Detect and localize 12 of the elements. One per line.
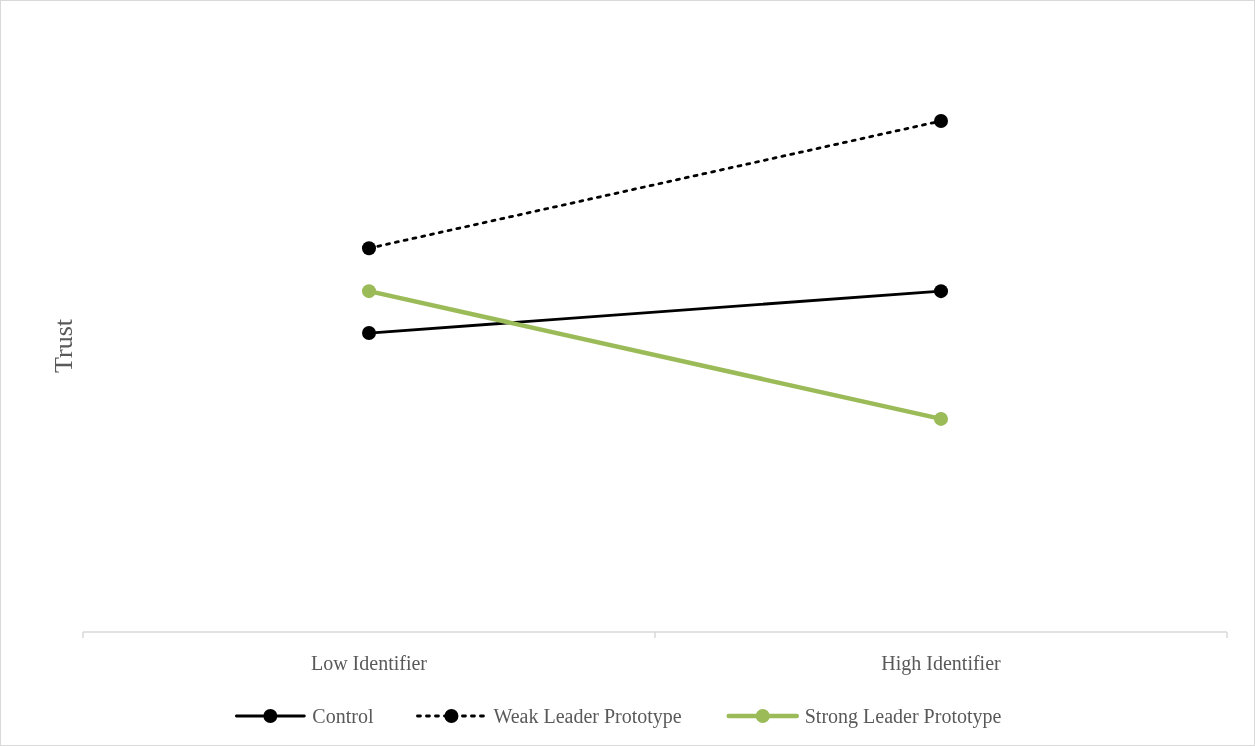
point [362, 241, 376, 256]
x-tick-label: Low Identifier [310, 652, 428, 674]
point [934, 411, 948, 426]
point [362, 284, 376, 299]
x-tick-label: High Identifier [881, 652, 1002, 675]
legend-label: Control [312, 705, 374, 727]
point [934, 114, 948, 128]
legend-label: Strong Leader Prototype [804, 705, 1002, 728]
legend-label: Weak Leader Prototype [493, 705, 682, 728]
point [934, 284, 948, 299]
point [362, 326, 376, 341]
y-axis-title: Trust [49, 318, 78, 373]
